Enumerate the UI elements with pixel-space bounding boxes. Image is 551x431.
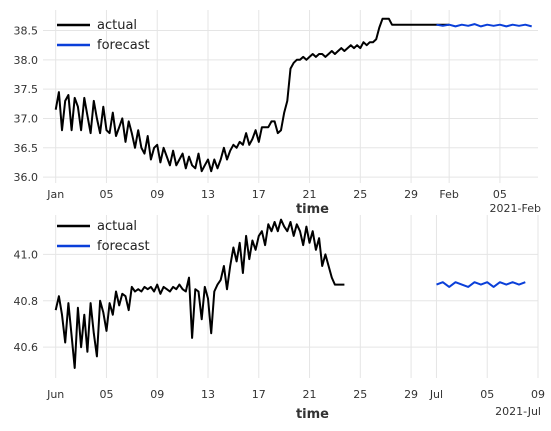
x-tick-label: 29 <box>404 388 418 401</box>
y-tick-label: 37.5 <box>14 83 39 96</box>
x-tick-label: 09 <box>150 188 164 201</box>
y-tick-label: 40.8 <box>14 295 39 308</box>
series-line-forecast <box>436 281 526 288</box>
y-tick-label: 36.5 <box>14 142 39 155</box>
x-tick-label: Jul <box>429 388 443 401</box>
x-tick-label: 05 <box>99 388 113 401</box>
legend-label-actual: actual <box>97 219 137 234</box>
top-chart: Jan 05 09 13 17 21 25 29 Feb 05 36.0 36.5 37.0 37.5 38… <box>14 10 541 217</box>
x-offset-label: 2021-Feb <box>490 202 541 215</box>
x-tick-label: 09 <box>531 388 545 401</box>
x-tick-label: Feb <box>439 188 458 201</box>
series-line-actual <box>54 17 450 173</box>
x-axis-label: time <box>296 407 329 422</box>
series-line-actual <box>54 218 345 369</box>
x-tick-label: 05 <box>99 188 113 201</box>
legend-label-forecast: forecast <box>97 38 150 53</box>
series-line-forecast <box>436 23 532 28</box>
y-tick-label: 38.5 <box>14 25 39 38</box>
x-tick-label: Jun <box>46 388 64 401</box>
x-tick-label: 13 <box>201 188 215 201</box>
x-tick-label: 05 <box>480 388 494 401</box>
y-tick-label: 37.0 <box>14 112 39 125</box>
y-tick-label: 38.0 <box>14 54 39 67</box>
x-tick-label: 21 <box>303 388 317 401</box>
x-axis-label: time <box>296 202 329 217</box>
x-tick-label: 17 <box>252 188 266 201</box>
legend-label-actual: actual <box>97 18 137 33</box>
x-tick-label: 25 <box>353 188 367 201</box>
x-tick-label: 05 <box>493 188 507 201</box>
x-tick-label: 21 <box>303 188 317 201</box>
y-tick-label: 41.0 <box>14 248 39 261</box>
legend-label-forecast: forecast <box>97 239 150 254</box>
x-offset-label: 2021-Jul <box>495 405 541 418</box>
bottom-chart: Jun 05 09 13 17 21 25 29 Jul 05 09 40.6 40.8 41.0 time… <box>14 215 545 422</box>
y-tick-label: 36.0 <box>14 171 39 184</box>
x-tick-label: Jan <box>46 188 64 201</box>
x-tick-label: 17 <box>252 388 266 401</box>
x-tick-label: 13 <box>201 388 215 401</box>
y-tick-label: 40.6 <box>14 341 39 354</box>
x-tick-label: 29 <box>404 188 418 201</box>
x-tick-label: 09 <box>150 388 164 401</box>
x-tick-label: 25 <box>353 388 367 401</box>
